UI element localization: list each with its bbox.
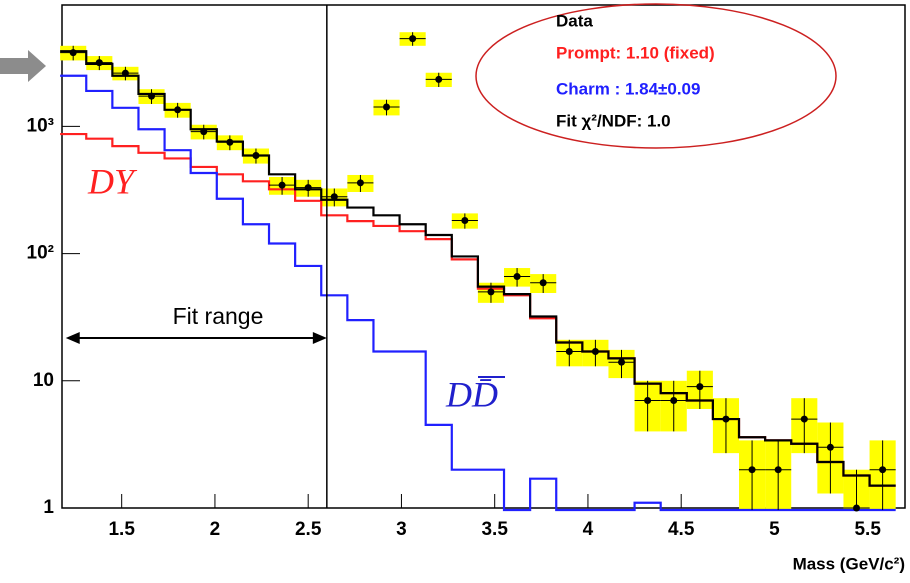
- x-tick-label: 2: [210, 519, 221, 540]
- x-tick-label: 5: [769, 519, 780, 540]
- data-point: [409, 35, 417, 43]
- data-point: [853, 504, 861, 512]
- data-point: [200, 128, 208, 136]
- data-point: [487, 288, 495, 296]
- legend-entry: Charm : 1.84±0.09: [556, 79, 700, 98]
- data-point: [278, 181, 286, 189]
- x-tick-label: 2.5: [295, 519, 322, 540]
- data-point: [461, 217, 469, 225]
- fit-range-label: Fit range: [173, 303, 264, 329]
- x-tick-label: 4.5: [668, 519, 695, 540]
- dy-annotation: DY: [87, 161, 138, 201]
- data-point: [356, 179, 364, 187]
- data-point: [618, 358, 626, 366]
- data-point: [539, 279, 547, 287]
- data-point: [800, 415, 808, 423]
- arrow-head: [312, 332, 327, 344]
- data-point: [826, 443, 834, 451]
- data-point: [696, 383, 704, 391]
- y-tick-label: 10: [33, 370, 54, 391]
- data-point: [565, 347, 573, 355]
- x-axis-label: Mass (GeV/c²): [793, 554, 905, 573]
- legend-entry: Prompt: 1.10 (fixed): [556, 43, 715, 62]
- data-point: [879, 466, 887, 474]
- arrow-head: [65, 332, 80, 344]
- data-point: [644, 396, 652, 404]
- data-point: [591, 347, 599, 355]
- plot-frame: [61, 4, 906, 509]
- data-point: [513, 273, 521, 281]
- x-tick-label: 3.5: [481, 519, 508, 540]
- legend-ellipse: [475, 3, 837, 149]
- data-point: [226, 138, 234, 146]
- data-point: [722, 415, 730, 423]
- data-point: [383, 103, 391, 111]
- y-tick-label: 10³: [27, 115, 54, 136]
- data-point: [330, 193, 338, 201]
- x-tick-label: 4: [583, 519, 594, 540]
- data-point: [174, 106, 182, 114]
- y-tick-label: 10²: [27, 243, 54, 264]
- data-point: [670, 396, 678, 404]
- data-point: [69, 49, 77, 57]
- x-tick-label: 1.5: [108, 519, 135, 540]
- data-point: [121, 69, 129, 77]
- pointer-arrow: [0, 50, 46, 82]
- legend-entry: Fit χ²/NDF: 1.0: [556, 111, 671, 130]
- data-point: [95, 59, 103, 67]
- step-line: [60, 74, 896, 512]
- data-point: [774, 466, 782, 474]
- y-tick-label: 1: [43, 497, 54, 518]
- data-point: [148, 92, 156, 100]
- dd-annotation: DD̄: [445, 374, 498, 414]
- legend-entry: Data: [556, 11, 593, 30]
- data-point: [748, 466, 756, 474]
- data-point: [304, 184, 312, 192]
- x-tick-label: 5.5: [854, 519, 881, 540]
- data-point: [252, 152, 260, 160]
- data-point: [435, 75, 443, 83]
- x-tick-label: 3: [396, 519, 407, 540]
